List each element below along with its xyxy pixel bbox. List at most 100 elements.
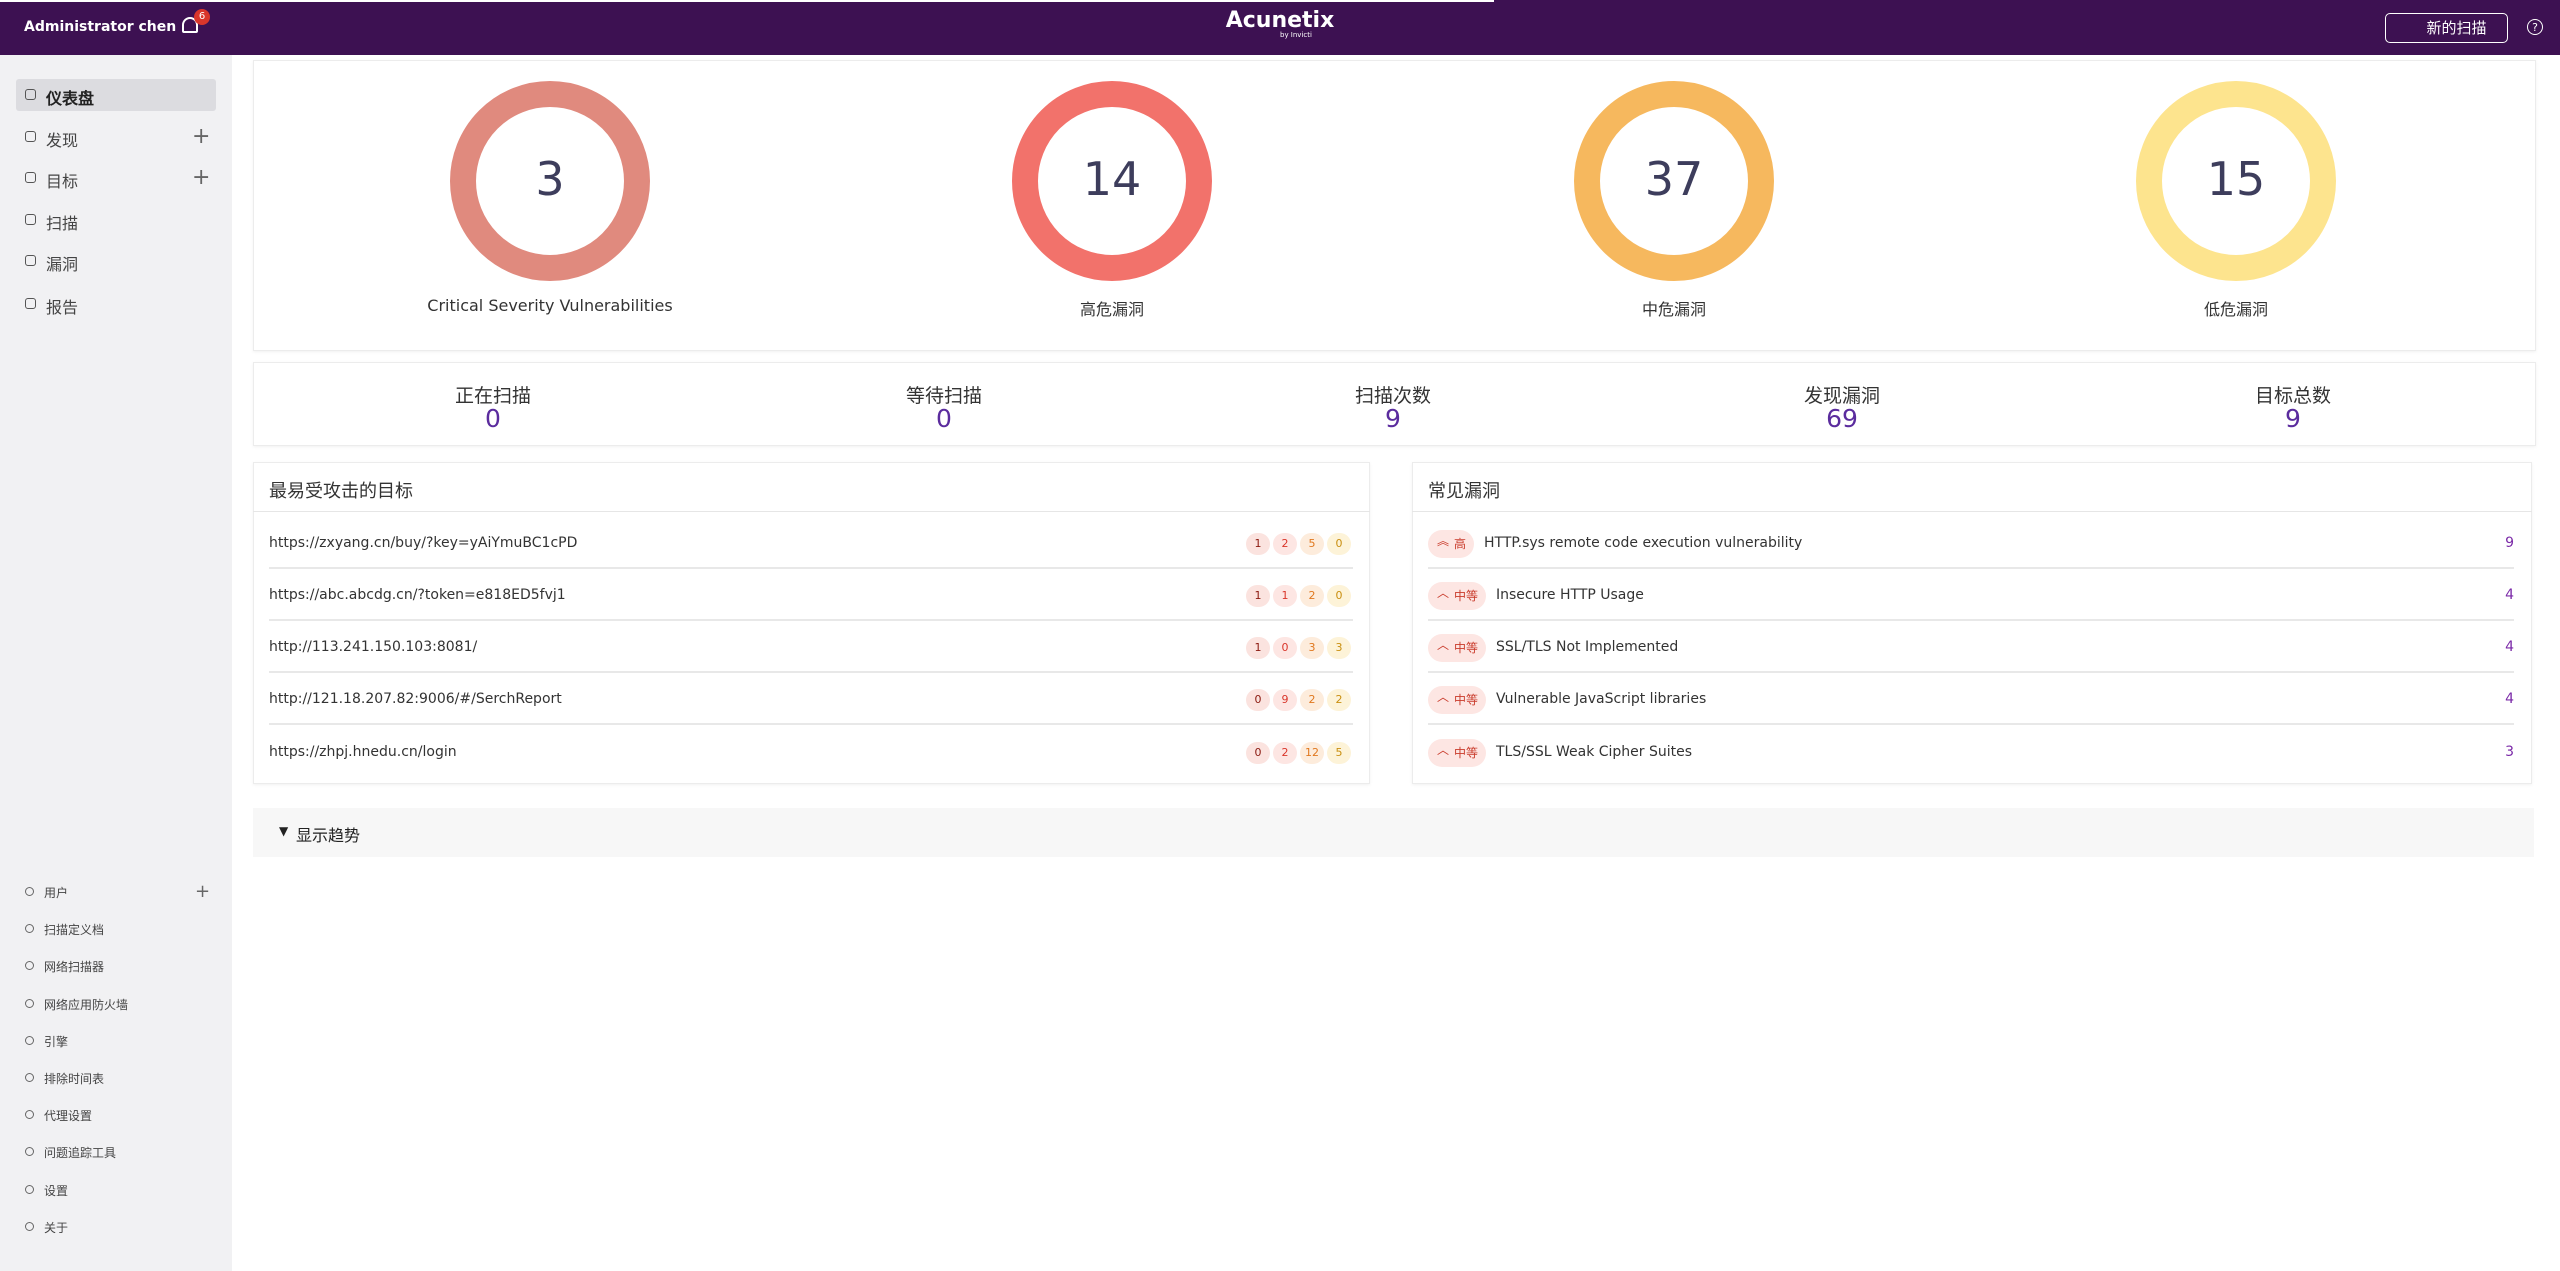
notification-badge[interactable]: 6: [194, 9, 210, 25]
bell-icon[interactable]: [182, 17, 198, 33]
vuln-name[interactable]: SSL/TLS Not Implemented: [1496, 639, 1679, 655]
severity-label: 中危漏洞: [1641, 300, 1706, 319]
new-scan-button[interactable]: 新的扫描: [2385, 13, 2508, 43]
stat-value: 69: [1826, 404, 1858, 433]
settings-icon: [25, 1147, 34, 1157]
divider: [253, 511, 1370, 512]
settings-icon: [25, 961, 34, 971]
nav-add[interactable]: +: [192, 124, 211, 149]
settings-item[interactable]: 设置: [44, 1183, 69, 1198]
target-url[interactable]: https://zxyang.cn/buy/?key=yAiYmuBC1cPD: [269, 535, 578, 551]
vuln-severity-chevron: ︿: [1437, 586, 1450, 600]
target-count-badge: 2: [1327, 689, 1351, 711]
target-url[interactable]: http://121.18.207.82:9006/#/SerchReport: [269, 691, 562, 707]
target-count-badge: 5: [1327, 742, 1351, 764]
nav-icon: [25, 89, 36, 100]
severity-count: 14: [1082, 152, 1142, 206]
divider: [1412, 511, 2532, 512]
trends-caret: ▼: [279, 824, 289, 838]
trends-bar[interactable]: [253, 808, 2534, 857]
nav-add[interactable]: +: [192, 165, 211, 190]
nav-icon: [25, 298, 36, 309]
settings-item[interactable]: 引擎: [44, 1034, 69, 1049]
stat-label: 正在扫描: [454, 385, 531, 407]
row-divider: [269, 671, 1353, 673]
vuln-count: 4: [2505, 587, 2514, 603]
target-count-badge: 2: [1273, 742, 1297, 764]
trends-toggle[interactable]: 显示趋势: [296, 826, 361, 845]
settings-add[interactable]: +: [195, 881, 211, 902]
severity-label: Critical Severity Vulnerabilities: [427, 296, 673, 315]
settings-icon: [25, 1073, 34, 1082]
row-divider: [269, 619, 1353, 621]
stat-value: 0: [936, 404, 952, 433]
settings-item[interactable]: 问题追踪工具: [44, 1146, 117, 1161]
vuln-count: 3: [2505, 744, 2514, 760]
vuln-count: 9: [2505, 535, 2514, 551]
stat-label: 发现漏洞: [1803, 385, 1880, 407]
vuln-severity-chevron: ︽: [1437, 534, 1450, 548]
target-url[interactable]: http://113.241.150.103:8081/: [269, 639, 478, 655]
vuln-severity-badge: 高: [1428, 530, 1474, 558]
settings-item[interactable]: 代理设置: [44, 1109, 93, 1124]
vuln-name[interactable]: Insecure HTTP Usage: [1496, 587, 1644, 603]
target-count-badge: 3: [1300, 637, 1324, 659]
vuln-severity-badge: 中等: [1428, 634, 1486, 662]
nav-item[interactable]: 目标: [46, 172, 79, 191]
nav-item[interactable]: 仪表盘: [46, 89, 95, 108]
vuln-severity-badge: 中等: [1428, 582, 1486, 610]
logo[interactable]: Acunetix: [1225, 8, 1335, 33]
settings-item[interactable]: 扫描定义档: [44, 923, 105, 938]
vuln-count: 4: [2505, 691, 2514, 707]
stat-value: 9: [1385, 404, 1401, 433]
stats-card: [253, 362, 2536, 446]
stat-label: 扫描次数: [1354, 385, 1431, 407]
vuln-count: 4: [2505, 639, 2514, 655]
help-icon[interactable]: ?: [2527, 19, 2543, 35]
stat-label: 等待扫描: [905, 385, 982, 407]
user-name[interactable]: Administrator chen: [24, 19, 177, 35]
settings-item[interactable]: 关于: [44, 1220, 69, 1235]
progress-bar: [0, 0, 1494, 2]
nav-item[interactable]: 扫描: [46, 214, 79, 233]
nav-item[interactable]: 发现: [46, 131, 79, 150]
nav-item[interactable]: 报告: [46, 298, 79, 317]
target-count-badge: 0: [1273, 637, 1297, 659]
settings-item[interactable]: 网络扫描器: [44, 960, 105, 975]
target-count-badge: 3: [1327, 637, 1351, 659]
nav-item[interactable]: 漏洞: [46, 255, 79, 274]
settings-icon: [25, 1110, 34, 1120]
vuln-name[interactable]: TLS/SSL Weak Cipher Suites: [1496, 744, 1693, 760]
vuln-severity-badge: 中等: [1428, 739, 1486, 767]
target-count-badge: 2: [1300, 689, 1324, 711]
severity-count: 37: [1644, 152, 1704, 206]
target-count-badge: 5: [1300, 533, 1324, 555]
row-divider: [1428, 619, 2514, 621]
settings-item[interactable]: 排除时间表: [44, 1072, 105, 1086]
target-count-badge: 9: [1273, 689, 1297, 711]
vulns-title: 常见漏洞: [1428, 481, 1500, 502]
nav-icon: [25, 214, 36, 225]
stat-value: 9: [2285, 404, 2301, 433]
vuln-name[interactable]: Vulnerable JavaScript libraries: [1496, 691, 1707, 707]
target-url[interactable]: https://zhpj.hnedu.cn/login: [269, 744, 457, 760]
vuln-name[interactable]: HTTP.sys remote code execution vulnerabi…: [1484, 535, 1803, 551]
nav-icon: [25, 131, 36, 142]
stat-label: 目标总数: [2254, 385, 2331, 407]
severity-label: 高危漏洞: [1079, 300, 1144, 319]
target-count-badge: 1: [1246, 585, 1270, 607]
vulns-panel: [1412, 462, 2532, 784]
severity-count: 15: [2206, 152, 2266, 206]
target-url[interactable]: https://abc.abcdg.cn/?token=e818ED5fvj1: [269, 587, 566, 603]
header: [0, 0, 2560, 55]
target-count-badge: 1: [1246, 637, 1270, 659]
sidebar: [0, 55, 232, 1271]
settings-item[interactable]: 网络应用防火墙: [44, 997, 129, 1012]
vuln-severity-badge: 中等: [1428, 686, 1486, 714]
row-divider: [269, 567, 1353, 569]
target-count-badge: 0: [1246, 689, 1270, 711]
settings-item[interactable]: 用户: [44, 886, 69, 900]
severity-label: 低危漏洞: [2203, 300, 2268, 319]
settings-icon: [25, 924, 34, 934]
